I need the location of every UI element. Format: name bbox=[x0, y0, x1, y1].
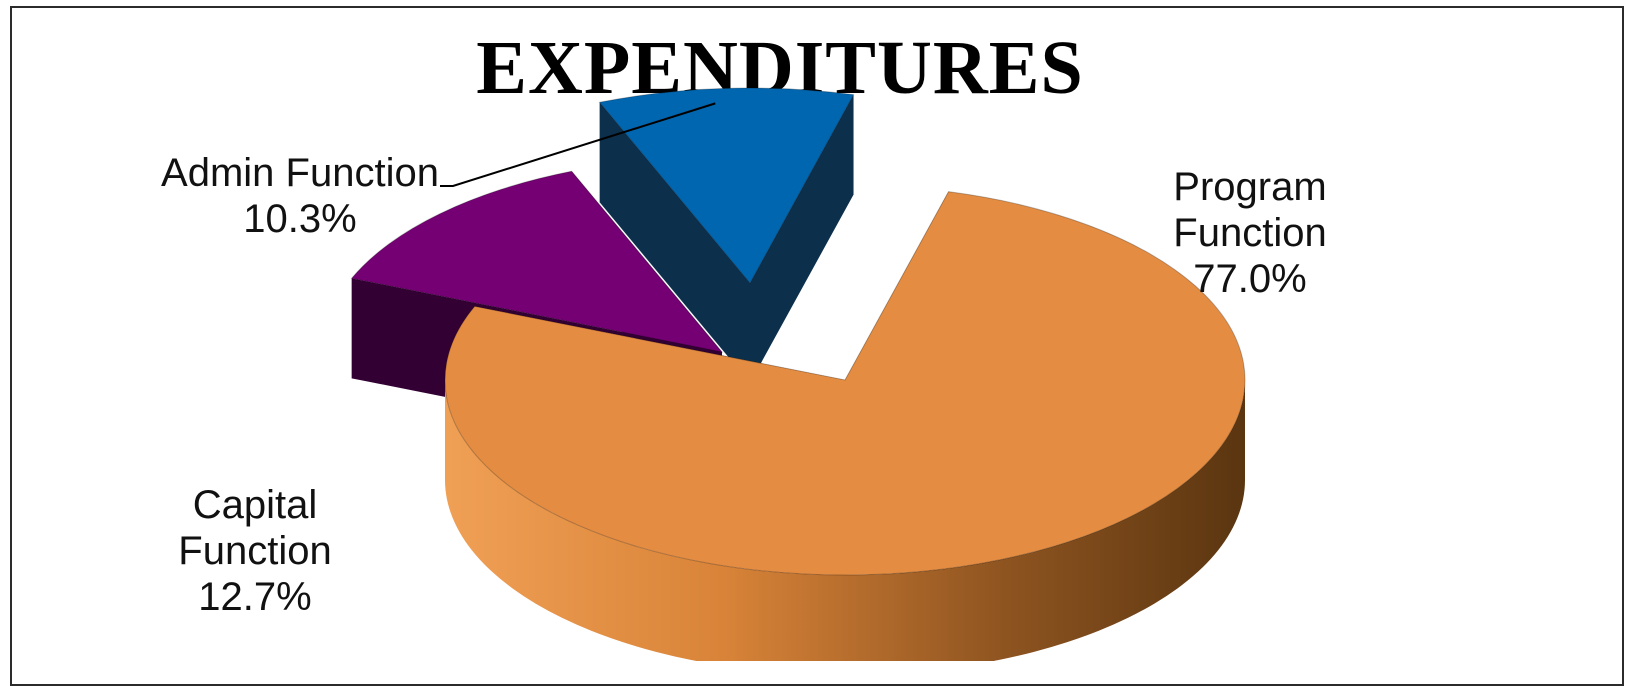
pie-top-capital-function bbox=[350, 170, 724, 353]
slice-label-program-function: Program Function 77.0% bbox=[1173, 165, 1327, 301]
pie-top-program-function bbox=[444, 191, 1246, 576]
pie-slice-program-function bbox=[444, 191, 1246, 661]
pie-side-program-function bbox=[445, 380, 1245, 661]
leader-line-admin-function bbox=[440, 102, 716, 187]
slice-label-admin-function: Admin Function 10.3% bbox=[161, 151, 439, 241]
pie-top-admin-function bbox=[598, 87, 855, 284]
pie-slice-admin-function bbox=[598, 87, 855, 383]
slice-label-capital-function: Capital Function 12.7% bbox=[178, 483, 332, 619]
pie-wall-admin-function-0 bbox=[599, 102, 750, 383]
pie-chart bbox=[350, 87, 1246, 661]
pie-wall-admin-function-1 bbox=[750, 94, 854, 383]
